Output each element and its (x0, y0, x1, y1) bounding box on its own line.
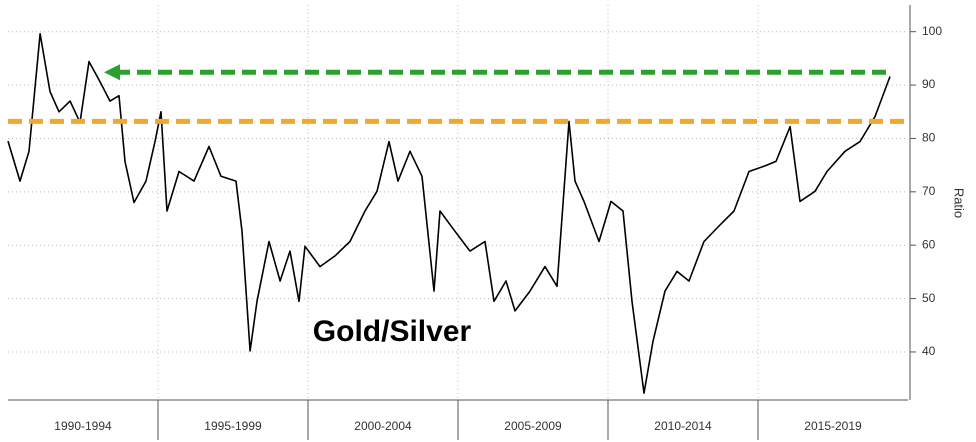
x-tick-label: 2005-2009 (504, 419, 562, 433)
y-tick-label: 70 (922, 184, 936, 198)
y-tick-label: 40 (922, 344, 936, 358)
y-tick-label: 50 (922, 291, 936, 305)
x-tick-label: 2010-2014 (654, 419, 712, 433)
chart-title: Gold/Silver (313, 315, 472, 348)
x-tick-label: 2015-2019 (804, 419, 862, 433)
x-tick-label: 1995-1999 (204, 419, 262, 433)
y-tick-label: 80 (922, 131, 936, 145)
x-tick-label: 1990-1994 (54, 419, 112, 433)
data-line (7, 33, 891, 394)
y-tick-label: 100 (922, 24, 942, 38)
y-axis-label: Ratio (952, 188, 967, 218)
y-tick-label: 90 (922, 77, 936, 91)
x-tick-label: 2000-2004 (354, 419, 412, 433)
reference-arrow (104, 64, 120, 81)
y-tick-label: 60 (922, 237, 936, 251)
